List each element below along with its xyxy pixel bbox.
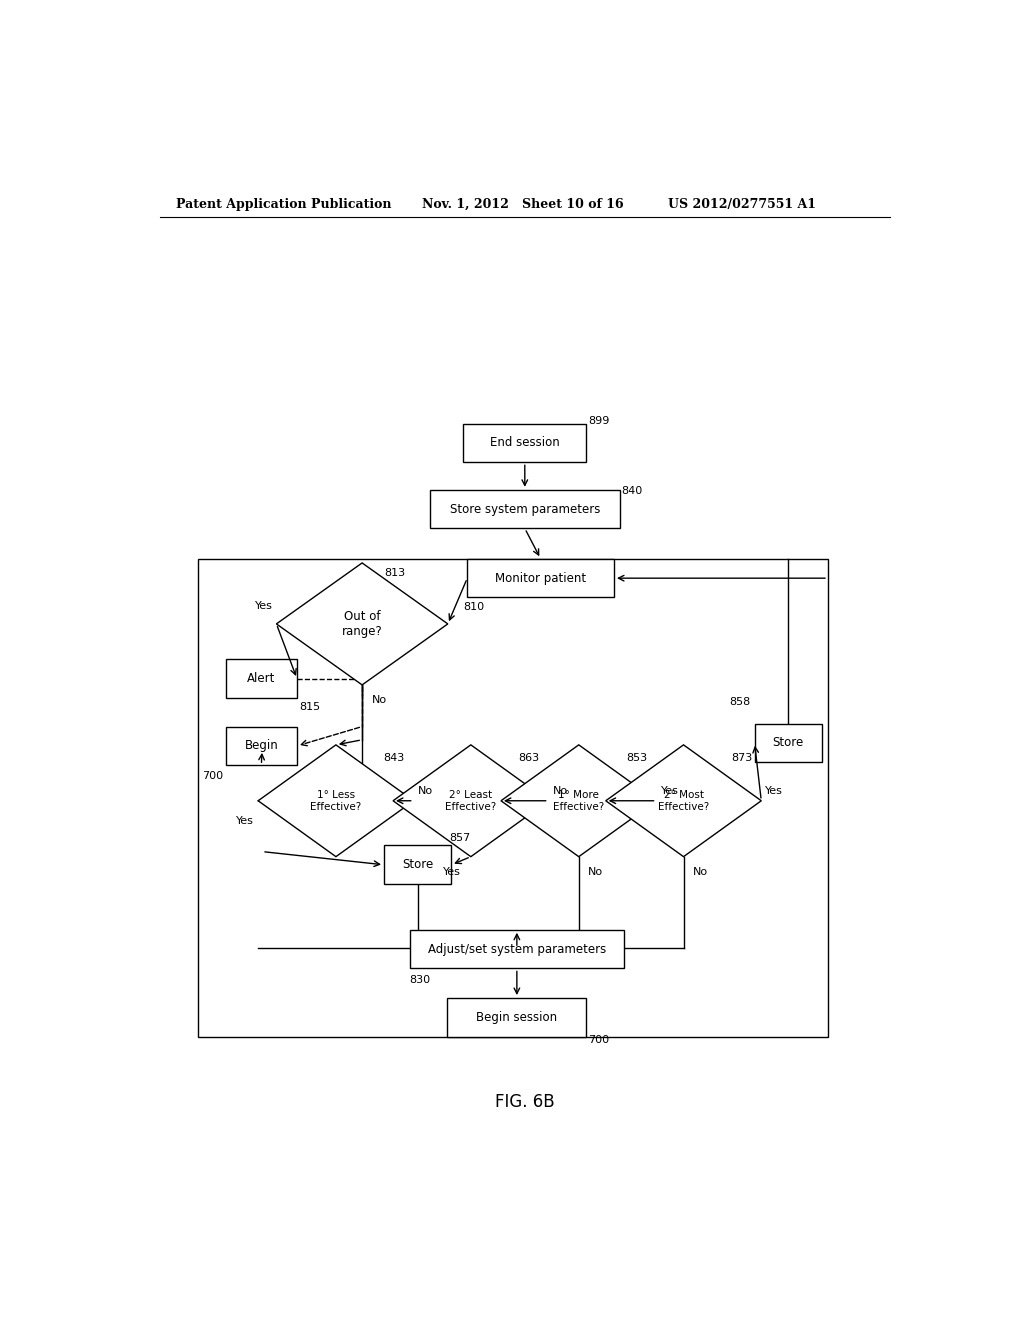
Text: Yes: Yes [255, 601, 272, 611]
Text: 810: 810 [463, 602, 484, 611]
Text: 700: 700 [588, 1035, 609, 1044]
Text: Begin session: Begin session [476, 1011, 557, 1024]
Polygon shape [393, 744, 549, 857]
Text: No: No [418, 785, 433, 796]
Text: Out of
range?: Out of range? [342, 610, 383, 638]
Text: Patent Application Publication: Patent Application Publication [176, 198, 391, 211]
Polygon shape [258, 744, 414, 857]
Text: 2° Least
Effective?: 2° Least Effective? [445, 789, 497, 812]
Text: Monitor patient: Monitor patient [496, 572, 586, 585]
FancyBboxPatch shape [755, 723, 822, 762]
Text: Yes: Yes [765, 785, 783, 796]
Text: 815: 815 [299, 702, 321, 713]
Text: 843: 843 [384, 754, 404, 763]
FancyBboxPatch shape [384, 846, 452, 884]
Polygon shape [606, 744, 761, 857]
Text: No: No [693, 867, 709, 876]
Text: US 2012/0277551 A1: US 2012/0277551 A1 [668, 198, 816, 211]
Text: 899: 899 [588, 416, 609, 425]
Text: 857: 857 [450, 833, 471, 843]
Text: 830: 830 [410, 974, 431, 985]
Text: No: No [372, 696, 387, 705]
FancyBboxPatch shape [430, 490, 620, 528]
Text: 853: 853 [627, 754, 647, 763]
Text: Yes: Yes [443, 867, 461, 876]
Text: 1° More
Effective?: 1° More Effective? [553, 789, 604, 812]
Text: 2° Most
Effective?: 2° Most Effective? [657, 789, 710, 812]
Text: 858: 858 [729, 697, 750, 708]
Text: End session: End session [489, 437, 560, 450]
Text: Nov. 1, 2012   Sheet 10 of 16: Nov. 1, 2012 Sheet 10 of 16 [422, 198, 624, 211]
Text: Adjust/set system parameters: Adjust/set system parameters [428, 942, 606, 956]
Text: Store system parameters: Store system parameters [450, 503, 600, 516]
Text: 1° Less
Effective?: 1° Less Effective? [310, 789, 361, 812]
FancyBboxPatch shape [467, 558, 614, 598]
Text: 813: 813 [384, 568, 406, 578]
FancyBboxPatch shape [447, 998, 587, 1036]
Text: 873: 873 [731, 754, 753, 763]
Text: 863: 863 [518, 754, 540, 763]
Text: FIG. 6B: FIG. 6B [495, 1093, 555, 1110]
Text: 700: 700 [202, 771, 223, 781]
Text: Store: Store [773, 737, 804, 750]
Text: Yes: Yes [660, 785, 678, 796]
FancyBboxPatch shape [410, 929, 624, 969]
Text: 840: 840 [622, 486, 643, 496]
Text: Alert: Alert [247, 672, 275, 685]
Text: No: No [588, 867, 603, 876]
FancyBboxPatch shape [225, 726, 297, 766]
Polygon shape [276, 562, 447, 685]
Polygon shape [501, 744, 656, 857]
Text: Store: Store [402, 858, 433, 871]
FancyBboxPatch shape [225, 660, 297, 698]
Text: Yes: Yes [237, 816, 254, 826]
Text: Begin: Begin [245, 739, 279, 752]
FancyBboxPatch shape [463, 424, 587, 462]
Text: No: No [553, 785, 567, 796]
